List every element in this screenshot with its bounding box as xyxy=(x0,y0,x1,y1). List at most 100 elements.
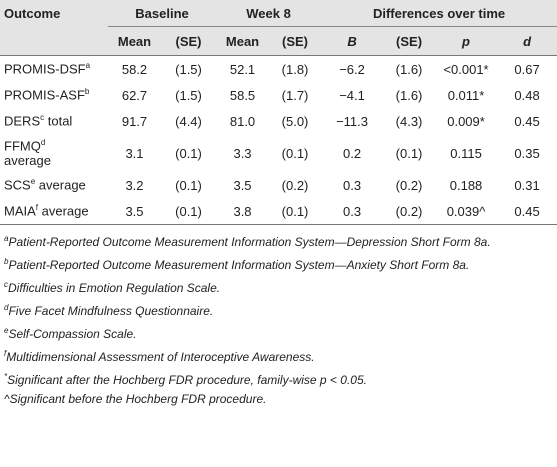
value-cell: 81.0 xyxy=(229,113,256,129)
value-cell: −4.1 xyxy=(339,87,365,103)
value-cell: 0.31 xyxy=(514,177,540,193)
value-cell: (0.1) xyxy=(175,203,202,219)
value-cell: (0.1) xyxy=(281,203,309,219)
value-cell: (1.7) xyxy=(281,87,309,103)
value-cell: (0.1) xyxy=(175,177,202,193)
value-cell: 3.5 xyxy=(125,203,144,219)
footnote-text: Significant before the Hochberg FDR proc… xyxy=(9,392,267,406)
footnote-text: Self-Compassion Scale. xyxy=(8,327,137,341)
footnote-text: Difficulties in Emotion Regulation Scale… xyxy=(8,281,221,295)
value-cell: <0.001* xyxy=(443,61,489,77)
outcome-suffix: average xyxy=(38,203,89,219)
value-cell: (1.5) xyxy=(175,87,202,103)
value-cell: 0.3 xyxy=(342,203,362,219)
footnote-mark: e xyxy=(30,177,36,187)
outcome-suffix: average xyxy=(35,177,86,193)
value-cell: 0.011* xyxy=(447,87,485,103)
value-cell: 0.188 xyxy=(449,177,483,193)
value-cell: (5.0) xyxy=(281,113,309,129)
header-group: Baseline xyxy=(108,0,217,27)
outcome-name: PROMIS-DSF xyxy=(4,61,86,77)
footnote-mark: d xyxy=(40,137,46,147)
value-cell: (4.4) xyxy=(175,113,202,129)
footnote: dFive Facet Mindfulness Questionnaire. xyxy=(4,298,553,321)
footnote-mark: f xyxy=(4,349,7,358)
value-cell: 52.1 xyxy=(229,61,256,77)
footnote-mark: c xyxy=(4,280,8,289)
table-row: PROMIS-DSFa 58.2 (1.5) 52.1 (1.8) −6.2 (1.6) <0… xyxy=(0,56,557,83)
outcome-name: FFMQ xyxy=(4,138,41,154)
footnote-mark: * xyxy=(4,372,8,381)
outcome-name: MAIA xyxy=(4,203,36,219)
table-row: MAIAf average 3.5 (0.1) 3.8 (0.1) 0.3 (0.2) 0.0… xyxy=(0,198,557,225)
column-header: d xyxy=(523,33,532,49)
footnote: fMultidimensional Assessment of Interoce… xyxy=(4,344,553,367)
column-header: p xyxy=(462,33,470,49)
value-cell: −6.2 xyxy=(339,61,365,77)
value-cell: (4.3) xyxy=(395,113,423,129)
value-cell: 0.009* xyxy=(447,113,485,129)
value-cell: 0.039^ xyxy=(446,203,486,219)
column-header: (SE) xyxy=(175,33,202,49)
value-cell: (1.6) xyxy=(395,87,423,103)
footnote: aPatient-Reported Outcome Measurement In… xyxy=(4,229,553,252)
outcome-cell: PROMIS-ASFb xyxy=(0,82,108,108)
outcome-cell: MAIAf average xyxy=(0,198,108,225)
table-row: SCSe average 3.2 (0.1) 3.5 (0.2) 0.3 (0.2) 0.18… xyxy=(0,172,557,198)
footnote-mark: ^ xyxy=(4,392,10,406)
header-group: Differences over time xyxy=(321,0,557,27)
column-header: (SE) xyxy=(282,33,309,49)
table-header: Outcome Baseline Week 8 Differences over… xyxy=(0,0,557,56)
header-group: Week 8 xyxy=(216,0,322,27)
value-cell: 0.45 xyxy=(514,203,540,219)
outcome-name: SCS xyxy=(4,177,31,193)
footnote: eSelf-Compassion Scale. xyxy=(4,321,553,344)
footnote-mark: e xyxy=(4,326,9,335)
footnote-text: Multidimensional Assessment of Interocep… xyxy=(6,350,315,364)
value-cell: (0.2) xyxy=(281,177,309,193)
value-cell: 62.7 xyxy=(121,87,148,103)
results-table: Outcome Baseline Week 8 Differences over… xyxy=(0,0,557,225)
footnote-text: Five Facet Mindfulness Questionnaire. xyxy=(8,304,214,318)
value-cell: 0.67 xyxy=(514,61,540,77)
value-cell: 0.48 xyxy=(514,87,540,103)
outcome-suffix: total xyxy=(44,113,73,129)
outcome-name: DERS xyxy=(4,113,41,129)
value-cell: 3.2 xyxy=(125,177,144,193)
value-cell: 3.1 xyxy=(125,145,144,161)
value-cell: (0.2) xyxy=(395,177,423,193)
value-cell: 0.2 xyxy=(342,145,362,161)
footnote-mark: b xyxy=(84,87,90,97)
value-cell: 91.7 xyxy=(121,113,148,129)
value-cell: (1.5) xyxy=(175,61,202,77)
value-cell: (0.1) xyxy=(281,145,309,161)
value-cell: 3.3 xyxy=(233,145,252,161)
value-cell: 58.5 xyxy=(229,87,256,103)
footnote-mark: b xyxy=(4,257,9,266)
value-cell: 0.35 xyxy=(514,145,540,161)
table-row: DERSc total 91.7 (4.4) 81.0 (5.0) −11.3 (4.3) 0… xyxy=(0,108,557,134)
header-cell: Outcome xyxy=(4,6,61,21)
value-cell: (0.1) xyxy=(175,145,202,161)
outcome-cell: PROMIS-DSFa xyxy=(0,56,108,83)
value-cell: −11.3 xyxy=(336,113,368,129)
column-header: Mean xyxy=(225,33,260,49)
outcome-suffix: average xyxy=(4,153,51,169)
footnotes: aPatient-Reported Outcome Measurement In… xyxy=(0,225,557,409)
footnote: bPatient-Reported Outcome Measurement In… xyxy=(4,252,553,275)
value-cell: 0.3 xyxy=(342,177,362,193)
value-cell: 0.45 xyxy=(514,113,540,129)
footnote-text: Patient-Reported Outcome Measurement Inf… xyxy=(8,235,491,249)
footnote-text: Significant after the Hochberg FDR proce… xyxy=(7,373,367,387)
table-row: FFMQd average 3.1 (0.1) 3.3 (0.1) 0.2 (0.1) 0.11… xyxy=(0,134,557,172)
footnote: *Significant after the Hochberg FDR proc… xyxy=(4,367,553,390)
footnote-mark: a xyxy=(4,234,9,243)
outcome-cell: FFMQd average xyxy=(0,134,108,172)
footnote-mark: c xyxy=(40,113,45,123)
value-cell: 0.115 xyxy=(450,145,482,161)
header-row: Outcome Baseline Week 8 Differences over… xyxy=(0,0,557,27)
column-header: (SE) xyxy=(396,33,423,49)
value-cell: 58.2 xyxy=(121,61,148,77)
value-cell: (0.2) xyxy=(395,203,423,219)
